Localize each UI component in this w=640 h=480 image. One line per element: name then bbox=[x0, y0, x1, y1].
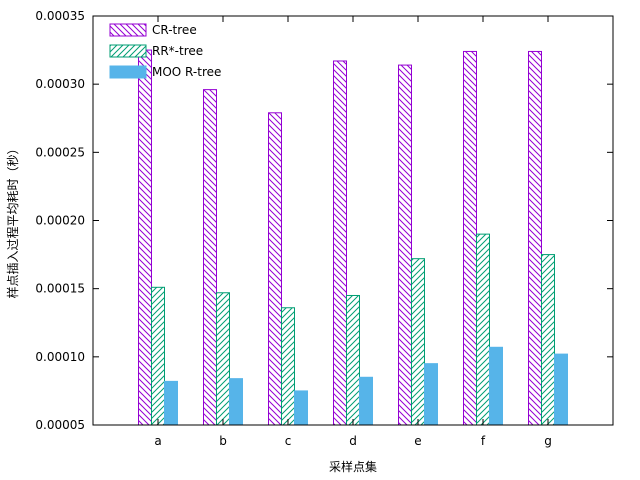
bar-rr-tree-d bbox=[346, 294, 360, 426]
y-tick-label: 0.00005 bbox=[35, 418, 85, 432]
x-tick-label: d bbox=[349, 434, 357, 448]
x-tick-label: g bbox=[544, 434, 552, 448]
x-axis-title: 采样点集 bbox=[329, 459, 377, 474]
y-tick-label: 0.00020 bbox=[35, 214, 85, 228]
bar-moo-r-tree-g bbox=[554, 353, 568, 426]
x-tick-label: a bbox=[154, 434, 161, 448]
x-tick-label: b bbox=[219, 434, 227, 448]
y-axis-title: 样点插入过程平均耗时（秒） bbox=[5, 142, 20, 298]
legend-swatch bbox=[109, 65, 147, 79]
legend: CR-tree RR*-tree MOO R-tree bbox=[109, 23, 221, 79]
legend-label: MOO R-tree bbox=[152, 65, 221, 79]
bar-cr-tree-d bbox=[333, 60, 347, 426]
bar-rr-tree-f bbox=[476, 233, 490, 426]
legend-swatch bbox=[109, 44, 147, 58]
bar-rr-tree-g bbox=[541, 254, 555, 426]
bar-moo-r-tree-b bbox=[229, 378, 243, 426]
legend-label: RR*-tree bbox=[152, 44, 203, 58]
bar-rr-tree-c bbox=[281, 307, 295, 426]
bar-rr-tree-a bbox=[151, 286, 165, 426]
y-tick-label: 0.00010 bbox=[35, 350, 85, 364]
bar-cr-tree-b bbox=[203, 89, 217, 426]
bar-moo-r-tree-c bbox=[294, 390, 308, 426]
bar-rr-tree-b bbox=[216, 292, 230, 426]
bar-moo-r-tree-f bbox=[489, 346, 503, 426]
bar-cr-tree-g bbox=[528, 50, 542, 426]
y-tick-label: 0.00035 bbox=[35, 9, 85, 23]
x-tick-label: c bbox=[285, 434, 292, 448]
bar-rr-tree-e bbox=[411, 258, 425, 426]
bar-cr-tree-c bbox=[268, 112, 282, 426]
legend-label: CR-tree bbox=[152, 23, 197, 37]
legend-swatch bbox=[109, 23, 147, 37]
x-tick-label: f bbox=[481, 434, 486, 448]
bar-cr-tree-a bbox=[138, 49, 152, 426]
bar-cr-tree-e bbox=[398, 64, 412, 426]
bars bbox=[138, 49, 568, 426]
bar-cr-tree-f bbox=[463, 50, 477, 426]
y-tick-label: 0.00015 bbox=[35, 282, 85, 296]
x-ticks: a b c d e f g bbox=[154, 16, 552, 448]
y-tick-label: 0.00030 bbox=[35, 77, 85, 91]
bar-moo-r-tree-d bbox=[359, 376, 373, 426]
x-tick-label: e bbox=[414, 434, 421, 448]
bar-moo-r-tree-a bbox=[164, 380, 178, 426]
y-tick-label: 0.00025 bbox=[35, 145, 85, 159]
bar-moo-r-tree-e bbox=[424, 363, 438, 426]
